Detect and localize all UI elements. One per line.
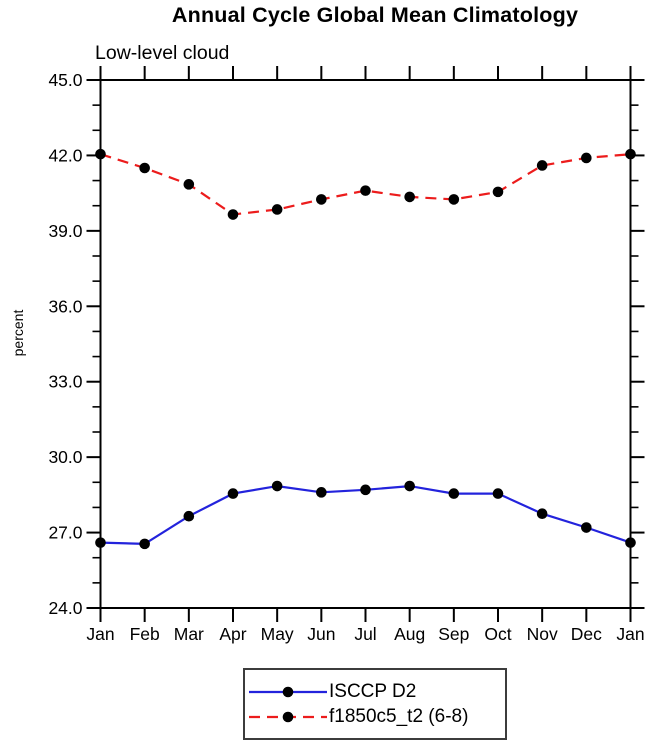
data-point-marker: [271, 480, 283, 492]
y-tick-label: 45.0: [48, 70, 82, 90]
chart-subtitle: Low-level cloud: [95, 42, 230, 64]
legend-items: ISCCP D2 f1850c5_t2 (6-8): [249, 677, 505, 732]
data-point-marker: [316, 487, 327, 498]
series-line-f1850: [100, 153, 631, 216]
plot-frame: [99, 79, 632, 609]
data-point-marker: [360, 484, 371, 496]
legend-label: ISCCP D2: [329, 680, 417, 702]
legend-item: f1850c5_t2 (6-8): [249, 705, 505, 727]
data-point-marker: [139, 162, 150, 174]
data-point-marker: [448, 194, 460, 205]
y-tick-label: 33.0: [48, 372, 82, 392]
y-tick-label: 30.0: [48, 447, 82, 467]
legend-label: f1850c5_t2 (6-8): [329, 705, 469, 727]
data-point-marker: [625, 537, 636, 548]
data-point-marker: [271, 204, 283, 215]
solid-line-marker-icon: [249, 686, 327, 697]
x-tick-label: Oct: [484, 624, 511, 644]
data-point-marker: [448, 488, 460, 499]
x-tick-label: Jan: [616, 624, 644, 644]
data-point-marker: [360, 185, 371, 196]
y-tick-label: 24.0: [48, 598, 82, 618]
data-point-marker: [536, 160, 548, 171]
data-point-marker: [492, 488, 504, 499]
x-tick-label: Mar: [174, 624, 204, 644]
x-tick-label: May: [261, 624, 294, 644]
data-point-marker: [581, 522, 592, 533]
x-tick-label: Jul: [354, 624, 376, 644]
data-point-marker: [316, 194, 327, 205]
data-point-marker: [227, 488, 239, 499]
data-point-marker: [536, 508, 548, 520]
data-point-marker: [625, 148, 636, 160]
data-point-marker: [183, 179, 195, 190]
y-tick-label: 27.0: [48, 523, 82, 543]
x-tick-label: Jan: [86, 624, 114, 644]
x-tick-label: Sep: [438, 624, 469, 644]
chart-title: Annual Cycle Global Mean Climatology: [171, 3, 579, 27]
data-point-marker: [139, 538, 150, 550]
data-point-marker: [404, 191, 415, 203]
x-tick-label: Apr: [219, 624, 246, 644]
x-tick-label: Dec: [571, 624, 602, 644]
data-point-marker: [183, 510, 195, 522]
data-point-marker: [581, 152, 592, 164]
y-tick-label: 39.0: [48, 221, 82, 241]
legend-box: ISCCP D2 f1850c5_t2 (6-8): [243, 668, 507, 740]
data-point-marker: [95, 148, 106, 160]
legend-item: ISCCP D2: [249, 680, 505, 702]
x-tick-label: Nov: [527, 624, 558, 644]
x-tick-label: Aug: [394, 624, 425, 644]
dashed-line-marker-icon: [249, 711, 327, 722]
data-point-marker: [227, 209, 239, 220]
x-tick-label: Feb: [130, 624, 160, 644]
data-point-marker: [492, 186, 504, 198]
y-tick-label: 36.0: [48, 296, 82, 316]
x-tick-label: Jun: [307, 624, 335, 644]
y-tick-label: 42.0: [48, 145, 82, 165]
data-point-marker: [404, 480, 415, 492]
data-point-marker: [95, 537, 106, 548]
legend-marker-sample: [282, 686, 294, 697]
legend-marker-sample: [282, 711, 294, 722]
